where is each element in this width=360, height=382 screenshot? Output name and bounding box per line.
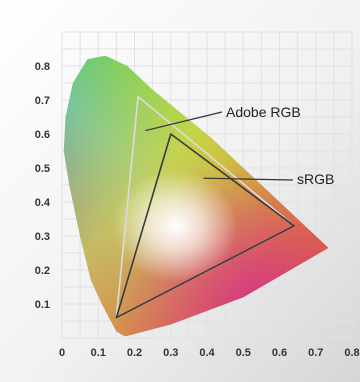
series-srgb [115,133,295,319]
y-tick-label: 0.7 [35,95,50,107]
white-point-glow [113,170,238,283]
y-tick-label: 0.6 [35,129,50,141]
series-label: sRGB [297,171,334,187]
x-tick-label: 0 [59,347,65,359]
x-tick-label: 0.2 [127,347,142,359]
x-tick-label: 0.5 [236,347,251,359]
y-tick-label: 0.8 [35,61,50,73]
y-tick-label: 0.3 [35,231,50,243]
x-tick-label: 0.1 [91,347,106,359]
series-label: Adobe RGB [226,104,301,120]
y-tick-label: 0.1 [35,299,50,311]
x-tick-label: 0.8 [344,347,359,359]
x-tick-label: 0.3 [163,347,178,359]
axis-ticks: 0 0.1 0.2 0.3 0.4 0.5 0.6 0.7 0.8 0.1 0.2 0.3 0.4 0.5… [35,61,360,359]
y-tick-label: 0.4 [35,197,51,209]
series-labels: Adobe RGB sRGB [145,104,334,187]
gamut-triangles [115,95,295,319]
leader-line [145,111,223,132]
leader-line [203,177,294,181]
y-tick-label: 0.5 [35,163,50,175]
x-tick-label: 0.6 [272,347,287,359]
x-tick-label: 0.7 [308,347,323,359]
x-tick-label: 0.4 [199,347,215,359]
y-tick-label: 0.2 [35,265,50,277]
